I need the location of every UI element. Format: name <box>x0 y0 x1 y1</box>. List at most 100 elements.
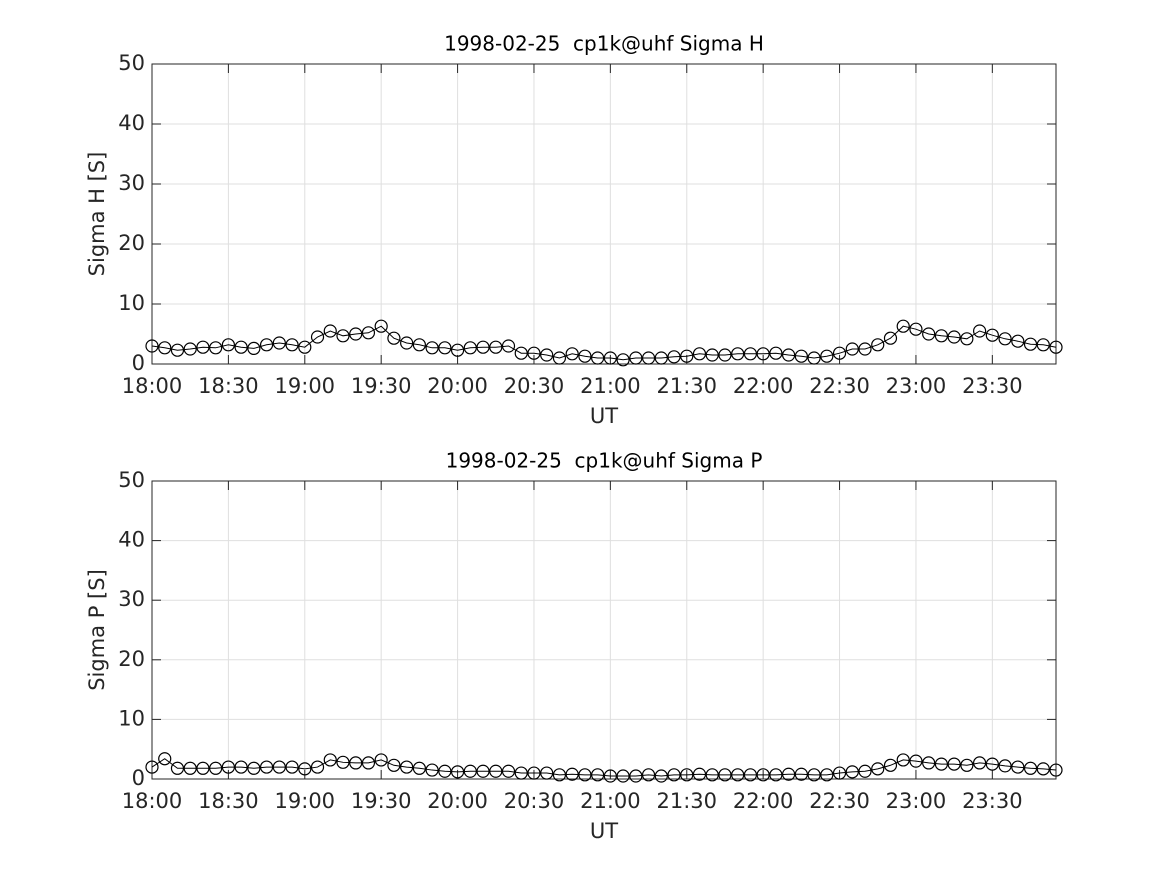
marker <box>145 339 159 353</box>
marker <box>361 326 376 340</box>
x-tick-label: 23:30 <box>962 789 1023 813</box>
marker <box>540 348 554 362</box>
marker <box>603 769 617 783</box>
marker <box>718 768 732 782</box>
y-axis-label: Sigma H [S] <box>85 152 109 277</box>
x-tick-label: 18:00 <box>122 374 183 398</box>
x-tick-label: 22:30 <box>809 789 870 813</box>
marker <box>425 763 439 777</box>
marker <box>310 760 325 774</box>
marker <box>450 765 465 779</box>
marker <box>782 767 796 781</box>
marker <box>743 347 758 361</box>
marker <box>158 341 172 355</box>
marker <box>692 767 707 781</box>
marker <box>654 351 668 365</box>
marker <box>259 760 274 774</box>
x-tick-label: 21:30 <box>656 789 717 813</box>
marker <box>501 764 516 778</box>
marker <box>680 768 694 782</box>
x-tick-label: 19:30 <box>351 374 412 398</box>
x-tick-label: 23:00 <box>886 789 947 813</box>
y-tick-label: 50 <box>118 468 145 492</box>
marker <box>323 753 337 767</box>
marker <box>400 760 414 774</box>
marker <box>234 760 248 774</box>
marker <box>285 338 299 352</box>
marker <box>922 327 936 341</box>
marker <box>667 768 681 782</box>
x-tick-label: 20:00 <box>427 374 488 398</box>
x-tick-label: 22:30 <box>809 374 870 398</box>
marker <box>947 330 961 344</box>
marker <box>832 346 847 360</box>
marker <box>272 336 286 350</box>
marker <box>514 346 528 360</box>
marker <box>794 349 808 363</box>
marker <box>883 758 898 772</box>
plot-frame <box>151 480 1057 780</box>
x-tick-label: 18:00 <box>122 789 183 813</box>
y-axis-label: Sigma P [S] <box>85 569 109 691</box>
marker <box>425 341 439 355</box>
marker <box>196 761 210 775</box>
marker <box>209 761 223 775</box>
marker <box>756 347 770 361</box>
marker <box>285 760 299 774</box>
marker <box>985 757 999 771</box>
marker <box>463 764 477 778</box>
marker <box>1036 762 1050 776</box>
marker <box>552 768 567 782</box>
marker <box>731 768 745 782</box>
marker <box>782 348 796 362</box>
marker <box>616 769 630 783</box>
marker <box>998 332 1012 346</box>
marker <box>1023 337 1038 351</box>
marker <box>845 765 859 779</box>
marker <box>463 341 477 355</box>
marker <box>947 757 961 771</box>
x-tick-label: 22:00 <box>733 374 794 398</box>
marker <box>412 761 426 775</box>
marker <box>170 343 185 357</box>
marker <box>807 351 821 365</box>
marker <box>247 341 261 355</box>
marker <box>1049 763 1063 777</box>
plot-frame <box>151 63 1057 365</box>
marker <box>629 351 643 365</box>
x-tick-label: 19:30 <box>351 789 412 813</box>
x-tick-label: 21:00 <box>580 374 641 398</box>
marker <box>400 336 414 350</box>
marker <box>310 330 325 344</box>
marker <box>374 319 388 333</box>
marker <box>769 346 783 360</box>
marker <box>794 767 808 781</box>
marker <box>616 353 630 367</box>
marker <box>871 762 885 776</box>
marker <box>527 346 541 360</box>
x-tick-label: 19:00 <box>275 374 336 398</box>
marker <box>756 768 770 782</box>
marker <box>705 348 719 362</box>
y-tick-label: 30 <box>118 587 145 611</box>
x-axis-label: UT <box>590 404 618 428</box>
marker <box>361 756 376 770</box>
marker <box>641 351 656 365</box>
marker <box>896 319 910 333</box>
marker <box>1036 338 1050 352</box>
marker <box>438 764 452 778</box>
marker <box>807 768 821 782</box>
x-tick-label: 23:30 <box>962 374 1023 398</box>
marker <box>743 768 758 782</box>
marker <box>973 756 987 770</box>
x-tick-label: 20:30 <box>504 374 565 398</box>
marker <box>858 342 872 356</box>
x-tick-label: 23:00 <box>886 374 947 398</box>
marker <box>412 338 426 352</box>
y-tick-label: 20 <box>118 647 145 671</box>
x-tick-label: 19:00 <box>275 789 336 813</box>
marker <box>476 764 490 778</box>
x-axis-label: UT <box>590 819 618 843</box>
marker <box>692 347 707 361</box>
